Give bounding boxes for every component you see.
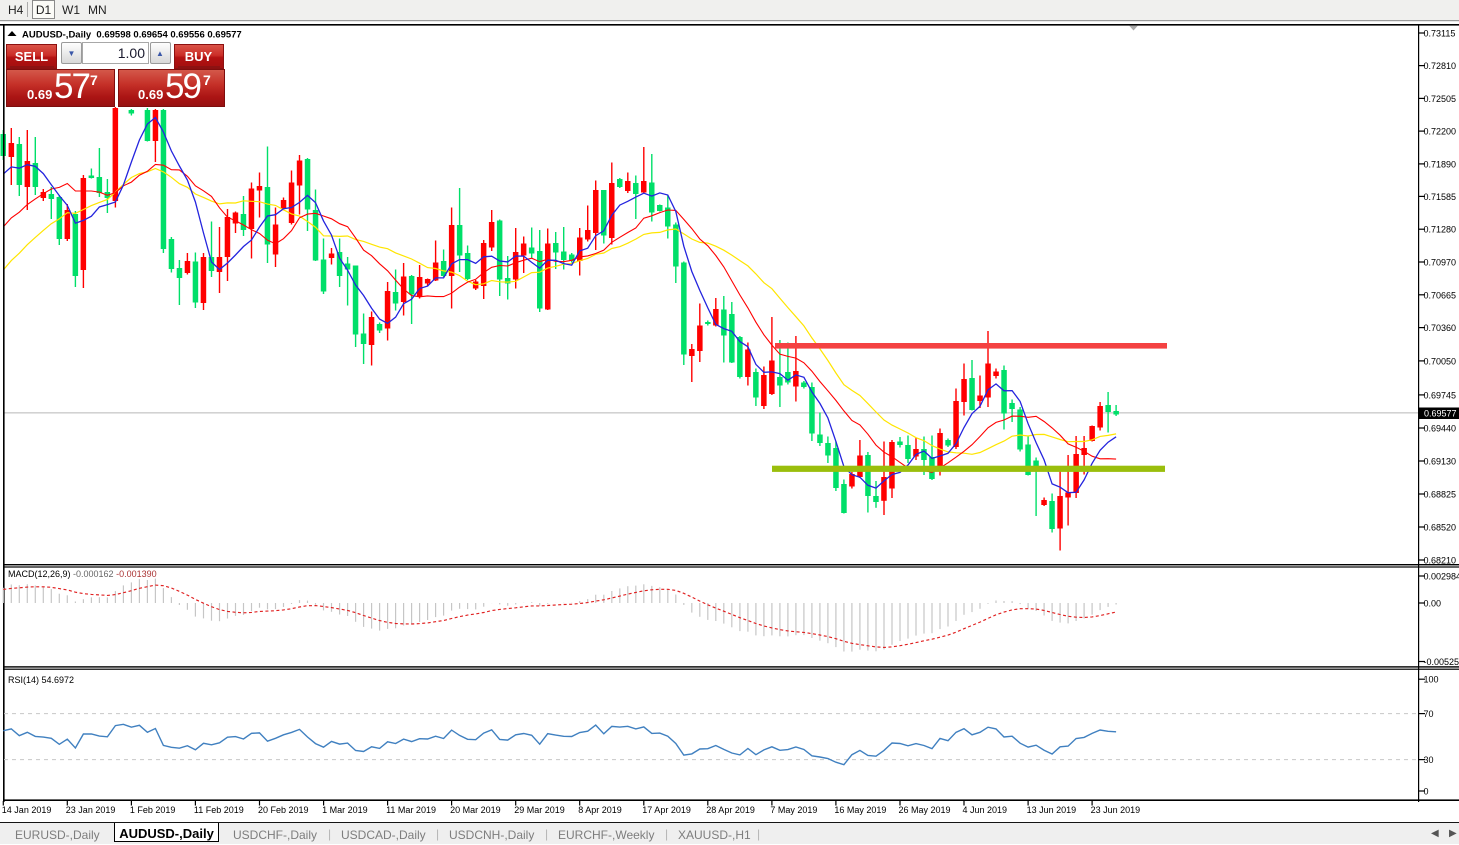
svg-text:0.68520: 0.68520 bbox=[1424, 523, 1457, 533]
svg-text:0.71280: 0.71280 bbox=[1424, 225, 1457, 235]
svg-text:17 Apr 2019: 17 Apr 2019 bbox=[642, 805, 691, 815]
svg-text:100: 100 bbox=[1424, 675, 1439, 685]
svg-text:0.70360: 0.70360 bbox=[1424, 323, 1457, 333]
svg-text:0.72810: 0.72810 bbox=[1424, 61, 1457, 71]
svg-text:0.69440: 0.69440 bbox=[1424, 424, 1457, 434]
svg-text:-0.005250: -0.005250 bbox=[1424, 657, 1459, 667]
svg-text:0.71890: 0.71890 bbox=[1424, 159, 1457, 169]
svg-text:0.00: 0.00 bbox=[1424, 599, 1442, 609]
svg-text:0.70970: 0.70970 bbox=[1424, 258, 1457, 268]
svg-text:RSI(14) 54.6972: RSI(14) 54.6972 bbox=[8, 675, 74, 685]
svg-text:70: 70 bbox=[1424, 709, 1434, 719]
svg-text:0.69745: 0.69745 bbox=[1424, 390, 1457, 400]
svg-text:14 Jan 2019: 14 Jan 2019 bbox=[2, 805, 52, 815]
svg-text:23 Jan 2019: 23 Jan 2019 bbox=[66, 805, 116, 815]
svg-text:0.71585: 0.71585 bbox=[1424, 192, 1457, 202]
svg-text:20 Mar 2019: 20 Mar 2019 bbox=[450, 805, 501, 815]
svg-text:AUDUSD-,Daily 0.69598 0.69654: AUDUSD-,Daily 0.69598 0.69654 0.69556 0.… bbox=[22, 30, 242, 41]
svg-text:16 May 2019: 16 May 2019 bbox=[834, 805, 886, 815]
svg-text:11 Mar 2019: 11 Mar 2019 bbox=[386, 805, 436, 815]
svg-text:0.69577: 0.69577 bbox=[1424, 409, 1457, 419]
svg-text:0.69130: 0.69130 bbox=[1424, 457, 1457, 467]
svg-text:7 May 2019: 7 May 2019 bbox=[770, 805, 817, 815]
svg-text:1 Feb 2019: 1 Feb 2019 bbox=[130, 805, 176, 815]
svg-text:0.002984: 0.002984 bbox=[1424, 572, 1459, 582]
svg-text:13 Jun 2019: 13 Jun 2019 bbox=[1027, 805, 1077, 815]
svg-text:0.72505: 0.72505 bbox=[1424, 94, 1457, 104]
svg-text:0.70050: 0.70050 bbox=[1424, 356, 1457, 366]
svg-text:MACD(12,26,9) -0.000162 -0.001: MACD(12,26,9) -0.000162 -0.001390 bbox=[8, 569, 157, 579]
svg-text:30: 30 bbox=[1424, 755, 1434, 765]
svg-text:0.68210: 0.68210 bbox=[1424, 556, 1457, 566]
svg-text:0.72200: 0.72200 bbox=[1424, 127, 1457, 137]
svg-text:29 Mar 2019: 29 Mar 2019 bbox=[514, 805, 565, 815]
svg-text:0.73115: 0.73115 bbox=[1424, 29, 1456, 39]
svg-text:23 Jun 2019: 23 Jun 2019 bbox=[1091, 805, 1141, 815]
svg-text:0.70665: 0.70665 bbox=[1424, 290, 1457, 300]
svg-text:11 Feb 2019: 11 Feb 2019 bbox=[194, 805, 244, 815]
svg-text:8 Apr 2019: 8 Apr 2019 bbox=[578, 805, 622, 815]
svg-text:4 Jun 2019: 4 Jun 2019 bbox=[963, 805, 1008, 815]
svg-text:20 Feb 2019: 20 Feb 2019 bbox=[258, 805, 309, 815]
svg-text:26 May 2019: 26 May 2019 bbox=[899, 805, 951, 815]
svg-text:0: 0 bbox=[1424, 787, 1429, 797]
svg-text:1 Mar 2019: 1 Mar 2019 bbox=[322, 805, 368, 815]
svg-text:28 Apr 2019: 28 Apr 2019 bbox=[706, 805, 755, 815]
svg-text:0.68825: 0.68825 bbox=[1424, 490, 1457, 500]
